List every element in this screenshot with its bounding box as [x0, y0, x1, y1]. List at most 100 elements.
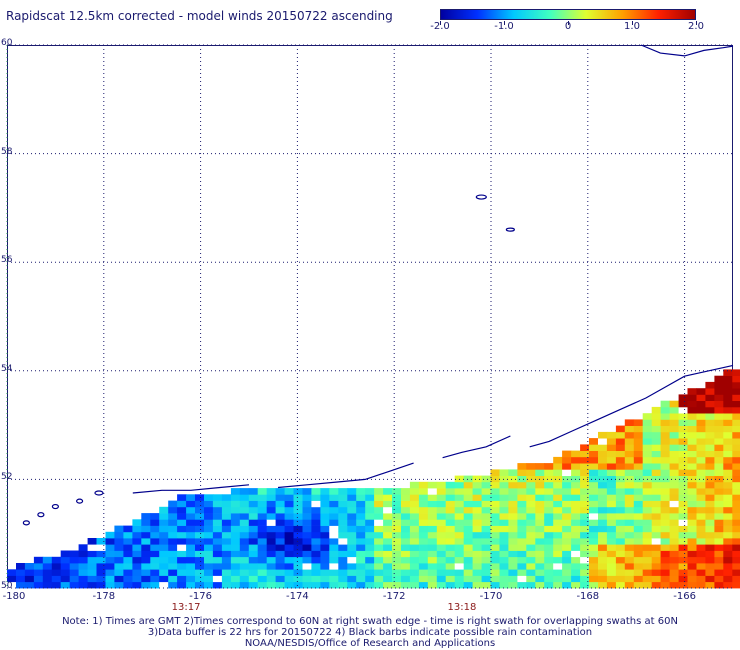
data-cell: [633, 463, 644, 470]
data-cell: [687, 400, 697, 408]
data-cell: [508, 550, 518, 558]
data-cell: [365, 556, 375, 564]
data-cell: [678, 500, 688, 508]
data-cell: [598, 488, 608, 495]
data-cell: [624, 431, 635, 439]
data-cell: [526, 544, 536, 551]
data-cell: [293, 563, 303, 570]
data-cell: [159, 544, 169, 551]
data-cell: [248, 519, 259, 526]
data-cell: [275, 581, 285, 589]
data-cell: [409, 506, 420, 514]
data-cell: [150, 575, 160, 583]
data-cell: [499, 525, 509, 533]
data-cell: [78, 581, 88, 589]
data-cell: [383, 506, 393, 514]
data-cell: [275, 494, 285, 501]
data-cell: [338, 525, 348, 533]
data-cell: [42, 569, 53, 576]
data-cell: [401, 500, 411, 508]
longitude-tick-label: -168: [576, 591, 600, 602]
data-cell: [589, 506, 599, 514]
data-cell: [526, 563, 536, 570]
data-cell: [669, 425, 679, 433]
island-outline: [37, 512, 45, 518]
data-cell: [150, 538, 160, 545]
data-cell: [535, 538, 545, 545]
data-cell: [642, 531, 653, 539]
data-cell: [669, 500, 679, 508]
data-cell: [669, 450, 679, 458]
data-cell: [24, 581, 35, 589]
data-cell: [427, 550, 438, 558]
data-cell: [266, 506, 277, 514]
data-cell: [580, 488, 590, 495]
data-cell: [212, 494, 223, 501]
data-cell: [714, 400, 724, 408]
data-cell: [687, 450, 697, 458]
data-cell: [329, 550, 339, 558]
data-cell: [266, 531, 277, 539]
data-cell: [714, 394, 724, 401]
data-cell: [481, 569, 491, 576]
data-cell: [598, 506, 608, 514]
data-cell: [177, 506, 187, 514]
data-cell: [615, 463, 626, 470]
data-cell: [562, 569, 572, 576]
longitude-tick-label: -174: [286, 591, 309, 602]
data-cell: [571, 531, 581, 539]
data-cell: [517, 525, 527, 533]
data-cell: [284, 519, 294, 526]
data-cell: [606, 431, 617, 439]
data-cell: [374, 544, 384, 551]
data-cell: [481, 475, 491, 483]
data-cell: [320, 519, 330, 526]
data-cell: [454, 488, 465, 495]
data-cell: [651, 475, 662, 483]
data-cell: [669, 463, 679, 470]
data-cell: [508, 569, 518, 576]
data-cell: [571, 544, 581, 551]
data-cell: [356, 556, 366, 564]
data-cell: [633, 519, 644, 526]
data-cell: [87, 538, 97, 545]
data-cell: [606, 481, 617, 489]
data-cell: [221, 563, 232, 570]
data-cell: [687, 431, 697, 439]
data-cell: [633, 563, 644, 570]
data-cell: [732, 400, 740, 408]
data-cell: [705, 494, 715, 501]
data-cell: [589, 438, 599, 445]
data-cell: [311, 569, 321, 576]
data-cell: [490, 469, 500, 476]
data-cell: [383, 513, 393, 520]
data-cell: [598, 538, 608, 545]
data-cell: [266, 569, 277, 576]
data-cell: [589, 581, 599, 589]
colorbar: [440, 9, 696, 20]
data-cell: [624, 531, 635, 539]
data-cell: [374, 575, 384, 583]
data-cell: [365, 538, 375, 545]
data-cell: [418, 531, 429, 539]
data-cell: [311, 488, 321, 495]
data-cell: [678, 456, 688, 464]
data-cell: [427, 569, 438, 576]
data-cell: [177, 538, 187, 545]
data-cell: [589, 450, 599, 458]
data-cell: [732, 494, 740, 501]
data-cell: [329, 500, 339, 508]
data-cell: [248, 550, 259, 558]
data-cell: [589, 563, 599, 570]
data-cell: [714, 456, 724, 464]
data-cell: [481, 550, 491, 558]
data-cell: [401, 544, 411, 551]
data-cell: [114, 581, 124, 589]
data-cell: [687, 438, 697, 445]
data-cell: [723, 388, 733, 395]
data-cell: [678, 488, 688, 495]
data-cell: [705, 475, 715, 483]
data-cell: [293, 494, 303, 501]
data-cell: [669, 513, 679, 520]
